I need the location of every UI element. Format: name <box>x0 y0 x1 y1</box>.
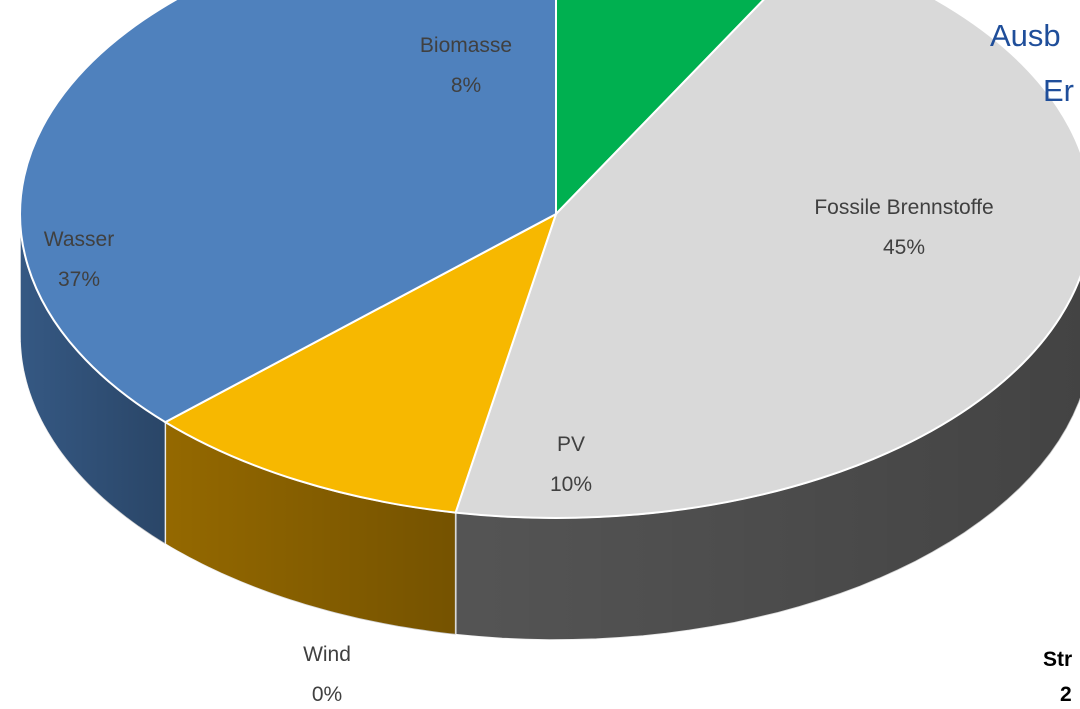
pie-slice-fossile-brennstoffe <box>454 0 1080 519</box>
chart-note-fragment-2: 2 <box>1060 683 1072 706</box>
pie-slice-wasser <box>19 0 557 424</box>
slice-label-name: Wind <box>303 643 351 666</box>
slice-labels: Biomasse 8% Fossile Brennstoffe 45% PV 10% Win… <box>44 34 994 706</box>
slice-label-name: PV <box>557 433 585 456</box>
slice-label-name: Wasser <box>44 228 114 251</box>
pie-side-shade <box>165 422 456 635</box>
pie-slices <box>19 0 1080 519</box>
slice-label-name: Fossile Brennstoffe <box>814 196 993 219</box>
slice-label-name: Biomasse <box>420 34 512 57</box>
chart-title-fragment-1: Ausb <box>990 18 1061 53</box>
pie-sides <box>19 213 1080 641</box>
slice-label-value: 8% <box>451 74 481 97</box>
slice-label-value: 0% <box>312 683 342 706</box>
chart-note-fragment-1: Str <box>1043 648 1073 671</box>
pie-side-shade <box>20 214 166 545</box>
pie-side-shade <box>455 277 1080 640</box>
chart-title-fragment-2: Er <box>1043 73 1074 108</box>
pie-slice-pv <box>163 211 558 514</box>
slice-label-value: 37% <box>58 268 100 291</box>
slice-label-value: 45% <box>883 236 925 259</box>
slice-label-value: 10% <box>550 473 592 496</box>
